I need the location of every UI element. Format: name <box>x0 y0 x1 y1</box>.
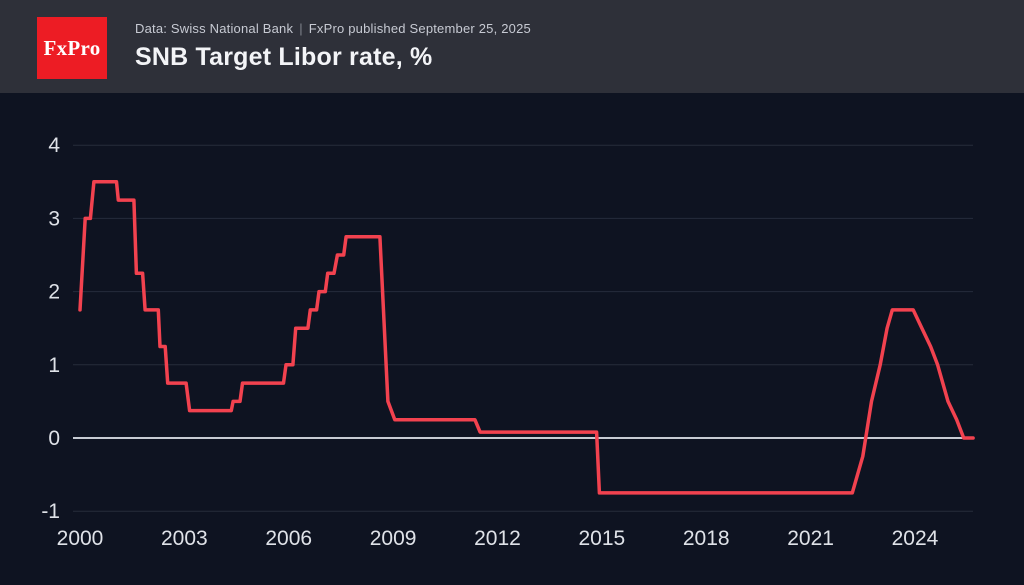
fxpro-logo-text: FxPro <box>43 35 101 60</box>
x-tick-label: 2003 <box>161 527 208 550</box>
y-tick-label: 3 <box>48 207 60 230</box>
rate-chart: 4 3 2 1 0 -1 2000 2003 2006 2009 2012 2015 2018 2021 2… <box>41 134 975 550</box>
y-tick-label: 1 <box>48 354 60 377</box>
x-tick-label: 2021 <box>787 527 834 550</box>
title-block: Data: Swiss National Bank | FxPro publishe… <box>135 21 531 72</box>
rate-line <box>78 180 975 495</box>
x-tick-label: 2006 <box>265 527 312 550</box>
y-tick-label: -1 <box>41 500 60 523</box>
x-tick-label: 2009 <box>370 527 417 550</box>
header: FxPro Data: Swiss National Bank | FxPro pu… <box>0 0 1024 93</box>
x-tick-label: 2012 <box>474 527 521 550</box>
data-source-line: Data: Swiss National Bank | FxPro publishe… <box>135 21 531 36</box>
y-tick-label: 4 <box>48 134 60 157</box>
data-source-text: Data: Swiss National Bank <box>135 21 294 36</box>
separator-bar: | <box>299 21 303 36</box>
x-tick-label: 2000 <box>57 527 104 550</box>
published-text: FxPro published September 25, 2025 <box>308 21 531 36</box>
x-tick-label: 2018 <box>683 527 730 550</box>
y-tick-label: 0 <box>48 427 60 450</box>
chart-title: SNB Target Libor rate, % <box>135 43 433 71</box>
y-tick-label: 2 <box>48 281 60 304</box>
x-tick-label: 2015 <box>578 527 625 550</box>
fxpro-logo: FxPro <box>37 17 107 79</box>
x-tick-label: 2024 <box>892 527 939 550</box>
